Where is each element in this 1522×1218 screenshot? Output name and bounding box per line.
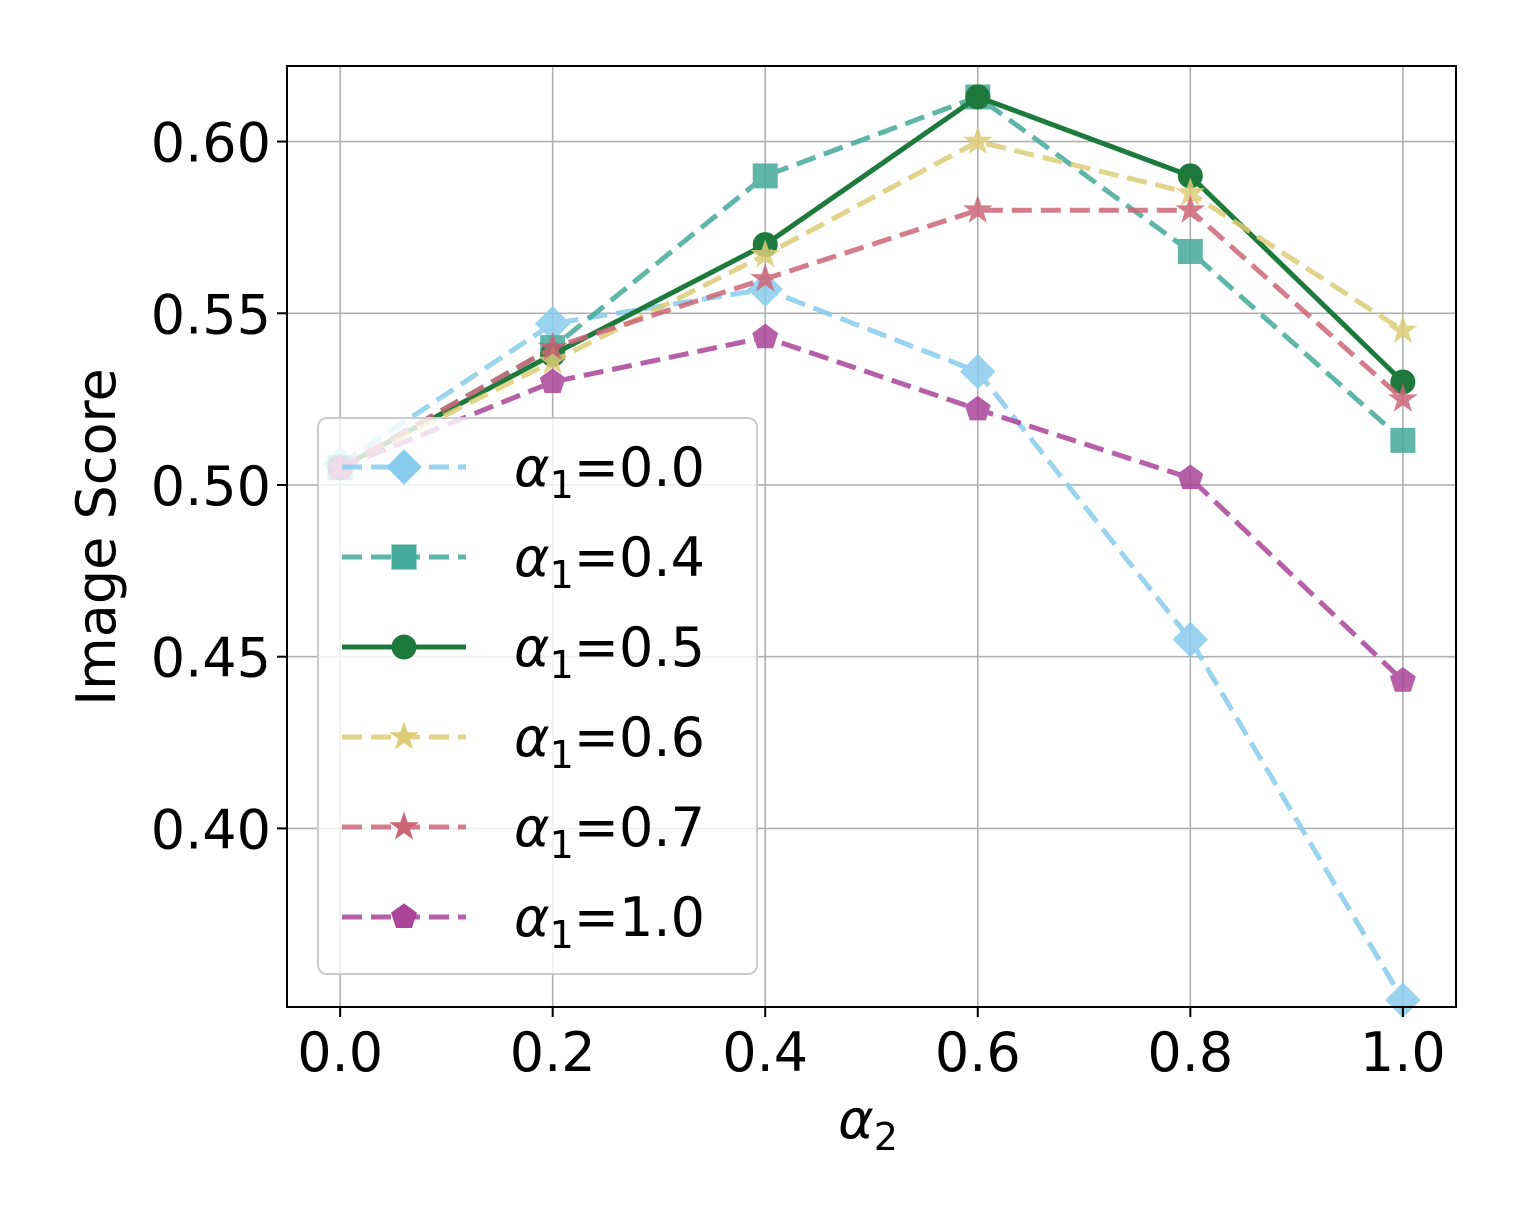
series-point	[752, 323, 779, 349]
series-point	[963, 126, 993, 155]
series-point	[1172, 621, 1209, 658]
series-point	[1385, 982, 1421, 1018]
series-point	[752, 163, 778, 189]
series-point	[537, 345, 568, 374]
y-axis-label: Image Score	[65, 368, 128, 706]
legend-label: α1=0.0	[514, 436, 705, 507]
series-line	[338, 286, 1406, 1002]
x-tick-label: 0.4	[722, 1021, 808, 1084]
series-point	[1177, 464, 1204, 490]
series-point	[960, 353, 996, 390]
series-point	[1388, 383, 1418, 412]
legend-label: α1=0.5	[514, 616, 705, 687]
x-axis-label-main: α	[838, 1088, 874, 1151]
legend-marker	[391, 634, 417, 660]
legend-marker	[389, 721, 419, 750]
legend: α1=0.0 α1=0.4 α1=0.5 α1=0.6 α1=0.7 α1=1.0	[317, 417, 758, 975]
legend-item: α1=0.6	[342, 706, 705, 777]
x-tick-label: 1.0	[1360, 1021, 1446, 1084]
x-tick-label: 0.2	[510, 1021, 596, 1084]
legend-item: α1=1.0	[342, 886, 705, 957]
series-point	[750, 263, 780, 292]
series-point	[537, 332, 568, 361]
legend-label: α1=0.4	[514, 526, 705, 597]
series-line	[338, 207, 1405, 470]
legend-marker	[386, 449, 422, 485]
series-point	[1177, 238, 1203, 264]
legend-box	[317, 417, 758, 975]
series-point	[747, 271, 783, 307]
x-tick-label: 0.8	[1147, 1021, 1233, 1084]
y-tick-label: 0.60	[151, 112, 271, 175]
plot-frame	[286, 65, 1457, 1008]
series-point	[965, 84, 991, 110]
series-point	[963, 194, 993, 223]
series-line	[338, 94, 1405, 471]
axis-ticks: 0.0 0.2 0.4 0.6 0.8 1.0 0.40 0.45 0.50 0.55 0.60	[151, 112, 1446, 1084]
y-tick-label: 0.55	[151, 283, 271, 346]
y-tick-label: 0.50	[151, 455, 271, 518]
legend-label: α1=1.0	[514, 886, 705, 957]
series-point	[1175, 194, 1206, 223]
legend-item: α1=0.0	[342, 436, 705, 507]
y-tick-label: 0.40	[151, 798, 271, 861]
x-axis-label: α2	[838, 1088, 898, 1159]
y-tick-label: 0.45	[151, 627, 271, 690]
series-line	[338, 138, 1405, 471]
series-point	[539, 368, 566, 393]
legend-marker	[391, 544, 417, 570]
series-point	[1389, 667, 1416, 692]
legend-item: α1=0.7	[342, 796, 705, 867]
legend-marker	[391, 903, 417, 928]
legend-item: α1=0.5	[342, 616, 705, 687]
series-point	[750, 239, 780, 268]
series-point	[964, 395, 991, 421]
legend-label: α1=0.6	[514, 706, 705, 777]
legend-item: α1=0.4	[342, 526, 705, 597]
legend-marker	[389, 811, 419, 840]
series-line	[339, 334, 1405, 683]
x-tick-label: 0.6	[935, 1021, 1021, 1084]
x-tick-label: 0.0	[297, 1021, 383, 1084]
legend-label: α1=0.7	[514, 796, 705, 867]
x-axis-label-sub: 2	[874, 1115, 898, 1159]
series-line	[338, 94, 1405, 470]
series-point	[1388, 314, 1418, 344]
series-point	[1390, 427, 1416, 453]
